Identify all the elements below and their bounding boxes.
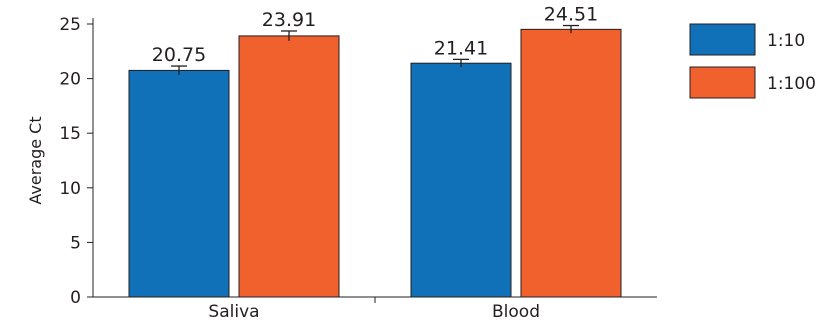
bar-1-10-saliva bbox=[128, 69, 230, 298]
y-tick-label: 10 bbox=[59, 179, 81, 199]
plot-area: 0 5 10 15 20 25 Saliva 20.75 23.91 Blood 21.41 24.5… bbox=[59, 4, 657, 320]
legend-swatch bbox=[689, 23, 756, 56]
data-label: 24.51 bbox=[544, 4, 598, 26]
y-tick-label: 25 bbox=[59, 15, 81, 35]
legend-swatch bbox=[689, 66, 756, 99]
bar-1-100-saliva bbox=[238, 35, 340, 298]
bar-1-100-blood bbox=[520, 28, 622, 298]
x-category-label: Saliva bbox=[208, 302, 259, 320]
data-label: 20.75 bbox=[152, 44, 206, 66]
y-tick-label: 20 bbox=[59, 70, 81, 90]
data-label: 21.41 bbox=[434, 37, 488, 59]
legend: 1:10 1:100 bbox=[689, 23, 816, 99]
y-tick-label: 0 bbox=[70, 288, 81, 308]
legend-label: 1:10 bbox=[767, 31, 805, 51]
bar-1-10-blood bbox=[410, 62, 512, 298]
y-tick-label: 15 bbox=[59, 124, 81, 144]
legend-label: 1:100 bbox=[767, 74, 816, 94]
x-category-label: Blood bbox=[492, 302, 540, 320]
y-axis-title: Average Ct bbox=[26, 116, 45, 204]
y-tick-label: 5 bbox=[70, 233, 81, 253]
data-label: 23.91 bbox=[262, 9, 316, 31]
